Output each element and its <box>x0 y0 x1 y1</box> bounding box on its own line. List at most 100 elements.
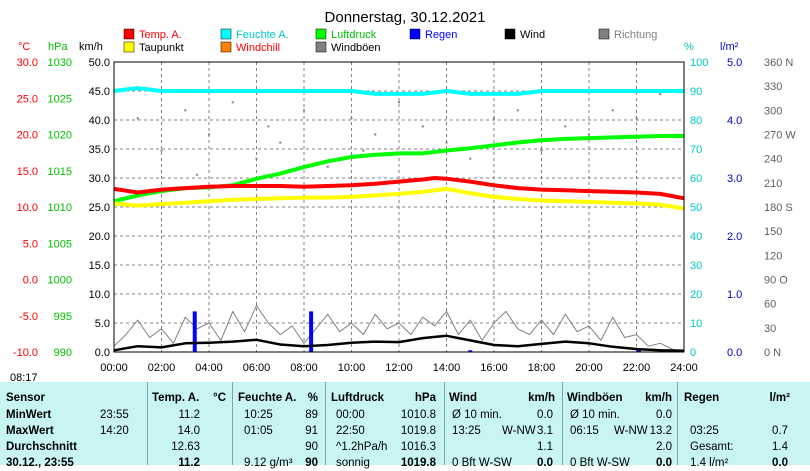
pressure-tick: 990 <box>54 347 72 359</box>
legend-label-8: Windböen <box>331 42 381 54</box>
direction-point-4 <box>208 133 210 136</box>
direction-point-25 <box>659 93 662 96</box>
rain-time: 1.4 l/m² <box>690 457 729 469</box>
humidity-time: 9.12 g/m³ <box>244 457 293 469</box>
temp-time: 14:20 <box>100 425 129 437</box>
direction-tick: 60 <box>764 299 776 311</box>
header-humidity-unit: % <box>307 392 318 404</box>
legend-swatch-2 <box>315 28 327 40</box>
direction-point-17 <box>469 157 472 160</box>
rain-value: 0.7 <box>772 425 788 437</box>
x-tick: 16:00 <box>480 362 508 374</box>
temp-tick: 25.0 <box>17 93 38 105</box>
legend-swatch-1 <box>220 28 232 40</box>
temp-tick: 10.0 <box>17 202 38 214</box>
humidity-axis-unit: % <box>684 41 694 53</box>
direction-point-3 <box>196 173 199 176</box>
humidity-tick: 70 <box>690 144 702 156</box>
direction-point-9 <box>303 109 305 112</box>
humidity-value: 89 <box>305 409 318 421</box>
direction-point-20 <box>540 149 543 152</box>
legend-label-1: Feuchte A. <box>236 29 289 41</box>
header-sensor: Sensor <box>6 392 45 404</box>
temp-axis-unit: °C <box>18 41 30 53</box>
header-wind-unit: km/h <box>528 392 555 404</box>
weather-chart: Donnerstag, 30.12.2021 °C hPa km/h % l/m… <box>10 9 796 384</box>
direction-tick: 90 O <box>764 275 788 287</box>
humidity-time: 01:05 <box>244 425 273 437</box>
pressure-value: 1016.3 <box>400 441 436 453</box>
humidity-tick: 0 <box>690 347 696 359</box>
direction-point-0 <box>136 117 139 120</box>
wind-tick: 25.0 <box>89 202 110 214</box>
rain-tick: 1.0 <box>727 289 742 301</box>
legend-swatch-0 <box>123 28 135 40</box>
header-temp: Temp. A. <box>152 392 200 404</box>
series-line-wind <box>113 334 685 353</box>
x-tick: 24:00 <box>670 362 698 374</box>
table-column-separator <box>677 382 678 465</box>
direction-tick: 0 N <box>764 347 781 359</box>
legend-swatch-7 <box>220 41 232 53</box>
rain-tick: 4.0 <box>727 115 742 127</box>
direction-point-23 <box>611 109 614 112</box>
rain-bar-0 <box>192 311 197 352</box>
table-column-separator <box>444 382 445 465</box>
direction-point-15 <box>421 125 424 128</box>
chart-legend: Temp. A. Feuchte A. Luftdruck Regen Wind Rich… <box>123 28 657 54</box>
pressure-axis-unit: hPa <box>48 41 68 53</box>
wind-direction: W-NW <box>502 425 536 437</box>
direction-point-1 <box>160 149 163 152</box>
gust-value: 0.0 <box>656 409 672 421</box>
table-row: 30.12., 23:55 11.2 9.12 g/m³ 90 sonnig 1019.8… <box>0 455 810 471</box>
rain-tick: 0.0 <box>727 347 742 359</box>
temp-value: 11.2 <box>178 457 200 469</box>
direction-point-11 <box>350 117 353 120</box>
pressure-tick: 995 <box>54 311 72 323</box>
wind-time: Ø 10 min. <box>452 409 502 421</box>
legend-label-6: Taupunkt <box>139 42 184 54</box>
pressure-tick: 1000 <box>48 275 72 287</box>
gust-time: Ø 10 min. <box>570 409 620 421</box>
chart-title: Donnerstag, 30.12.2021 <box>325 9 486 26</box>
x-tick: 10:00 <box>338 362 366 374</box>
humidity-tick: 30 <box>690 260 702 272</box>
temp-tick: 0.0 <box>23 275 38 287</box>
series-line-feuchte-a- <box>113 86 684 96</box>
temp-value: 14.0 <box>177 425 200 437</box>
direction-tick: 210 <box>764 178 782 190</box>
direction-tick: 30 <box>764 323 776 335</box>
legend-swatch-3 <box>409 28 421 40</box>
pressure-tick: 1020 <box>48 130 72 142</box>
row-label: MinWert <box>6 409 52 421</box>
legend-label-5: Richtung <box>614 29 657 41</box>
pressure-time: ^1.2hPa/h <box>336 441 388 453</box>
direction-tick: 360 N <box>764 57 793 69</box>
temp-tick: 5.0 <box>23 238 38 250</box>
wind-time: 0 Bft W-SW <box>452 457 512 469</box>
header-rain: Regen <box>684 392 720 404</box>
table-row: Durchschnitt 12.63 90 ^1.2hPa/h 1016.3 1.1 2.0… <box>0 439 810 455</box>
direction-point-10 <box>326 165 329 168</box>
direction-point-7 <box>267 125 270 128</box>
wind-tick: 10.0 <box>89 289 110 301</box>
temp-time: 23:55 <box>100 409 129 421</box>
temp-tick: -10.0 <box>13 347 38 359</box>
x-tick: 02:00 <box>148 362 176 374</box>
x-tick: 04:00 <box>195 362 223 374</box>
wind-tick: 5.0 <box>95 318 110 330</box>
rain-axis-unit: l/m² <box>720 41 739 53</box>
wind-value: 0.0 <box>537 457 553 469</box>
direction-point-6 <box>255 157 258 160</box>
x-tick: 00:00 <box>100 362 128 374</box>
row-label: 30.12., 23:55 <box>6 457 74 469</box>
chart-marks <box>113 86 685 353</box>
rain-bar-1 <box>309 311 314 352</box>
legend-swatch-4 <box>504 28 516 40</box>
header-wind: Wind <box>449 392 477 404</box>
legend-swatch-8 <box>315 41 327 53</box>
pressure-time: sonnig <box>336 457 370 469</box>
direction-tick: 330 <box>764 81 782 93</box>
header-gust-unit: km/h <box>645 392 672 404</box>
